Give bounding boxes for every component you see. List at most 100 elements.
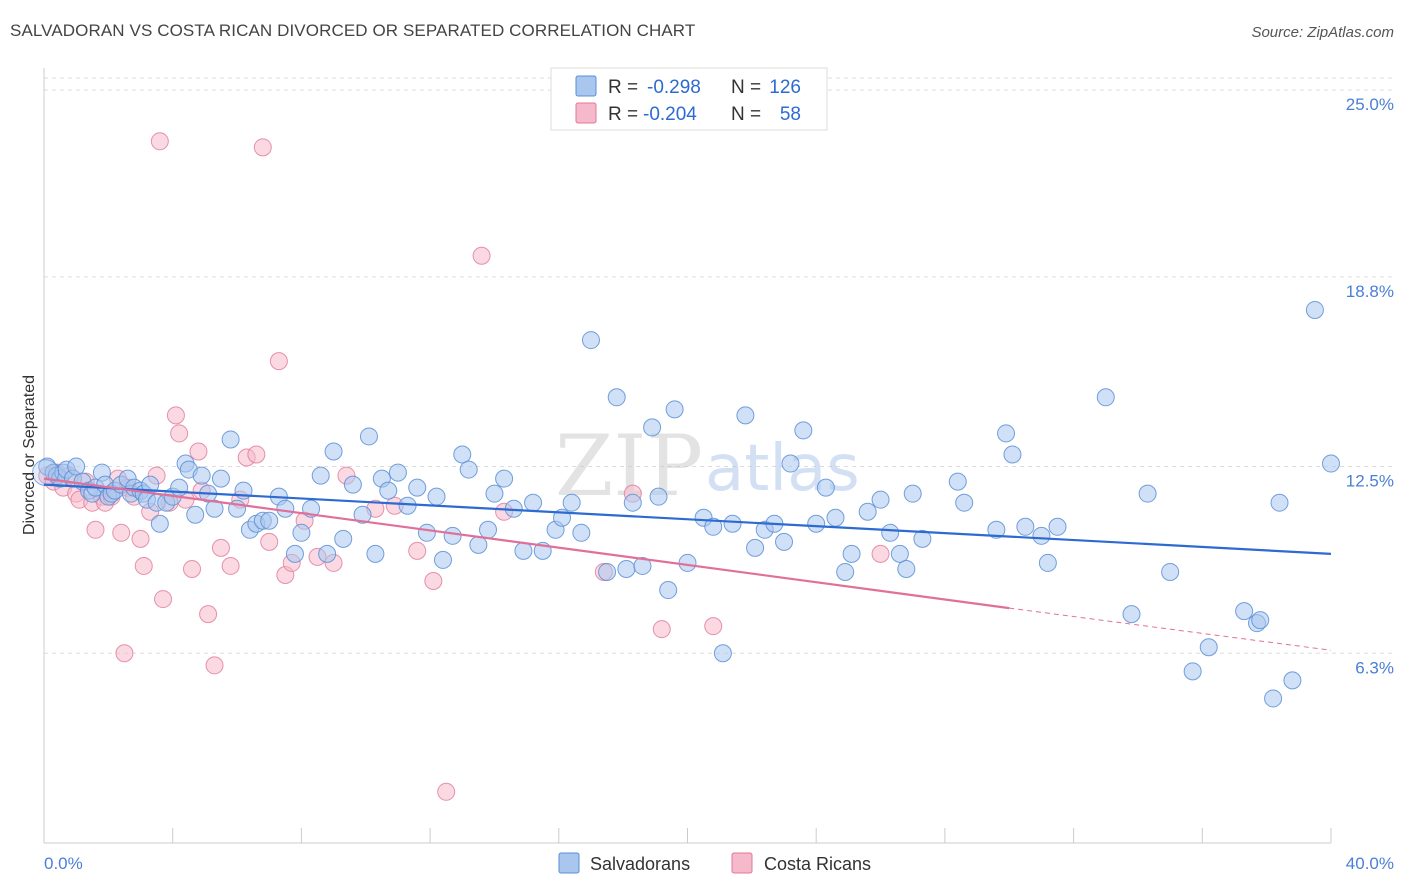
costa-ricans-point xyxy=(472,246,491,265)
salvadorans-point xyxy=(1032,526,1051,545)
salvadorans-point xyxy=(1322,454,1340,473)
watermark: ZIP atlas xyxy=(555,417,860,515)
salvadorans-trend-line xyxy=(43,483,1332,555)
salvadorans-point xyxy=(1199,638,1218,657)
salvadorans-point xyxy=(1048,517,1067,536)
salvadorans-point xyxy=(871,490,890,509)
salvadorans-point xyxy=(678,553,697,572)
y-tick-label: 18.8% xyxy=(1346,282,1394,301)
costa-ricans-point xyxy=(166,406,185,425)
salvadorans-points xyxy=(32,300,1340,708)
salvadorans-point xyxy=(598,562,617,581)
stats-legend: R = -0.298 N = 126 R = -0.204 N = 58 xyxy=(550,67,828,131)
bottom-legend-swatch-costa-ricans xyxy=(731,852,753,874)
salvadorans-point xyxy=(469,535,488,554)
watermark-atlas: atlas xyxy=(705,432,860,506)
costa-ricans-point xyxy=(183,559,202,578)
salvadorans-point xyxy=(311,466,330,485)
salvadorans-point xyxy=(623,493,642,512)
costa-ricans-point xyxy=(221,556,240,575)
salvadorans-point xyxy=(723,514,742,533)
salvadorans-point xyxy=(1251,611,1270,630)
salvadorans-point xyxy=(913,529,932,548)
salvadorans-point xyxy=(649,487,668,506)
costa-ricans-point xyxy=(115,644,134,663)
salvadorans-point xyxy=(379,481,398,500)
costa-ricans-point xyxy=(260,532,279,551)
costa-ricans-point xyxy=(269,352,288,371)
salvadorans-point xyxy=(186,505,205,524)
salvadorans-point xyxy=(1305,300,1324,319)
legend-n-label-1: N = xyxy=(731,77,761,98)
salvadorans-point xyxy=(211,469,230,488)
costa-ricans-point xyxy=(437,782,456,801)
salvadorans-swatch xyxy=(575,75,597,97)
salvadorans-point xyxy=(643,418,662,437)
costa-ricans-point xyxy=(211,538,230,557)
chart-title: SALVADORAN VS COSTA RICAN DIVORCED OR SE… xyxy=(10,21,696,40)
salvadorans-point xyxy=(948,472,967,491)
salvadorans-point xyxy=(1038,553,1057,572)
salvadorans-point xyxy=(1122,605,1141,624)
salvadorans-point xyxy=(398,496,417,515)
salvadorans-point xyxy=(736,406,755,425)
salvadorans-point xyxy=(1283,671,1302,690)
costa-ricans-point xyxy=(704,617,723,636)
salvadorans-point xyxy=(1235,602,1254,621)
salvadorans-point xyxy=(713,644,732,663)
costa-ricans-swatch xyxy=(575,102,597,124)
costa-ricans-point xyxy=(131,529,150,548)
y-tick-label: 6.3% xyxy=(1355,658,1394,677)
salvadorans-point xyxy=(453,445,472,464)
salvadorans-point xyxy=(562,493,581,512)
salvadorans-point xyxy=(903,484,922,503)
costa-ricans-point xyxy=(112,523,131,542)
y-axis-label: Divorced or Separated xyxy=(21,375,38,535)
salvadorans-point xyxy=(388,463,407,482)
source-label: Source: ZipAtlas.com xyxy=(1251,24,1394,41)
salvadorans-point xyxy=(775,532,794,551)
salvadorans-point xyxy=(704,517,723,536)
legend-r-label-2: R = xyxy=(608,104,638,125)
legend-r-value-2: -0.204 xyxy=(643,104,697,125)
salvadorans-point xyxy=(881,523,900,542)
legend-r-value-1: -0.298 xyxy=(647,77,701,98)
salvadorans-point xyxy=(67,457,86,476)
salvadorans-point xyxy=(1096,388,1115,407)
costa-ricans-point xyxy=(652,620,671,639)
salvadorans-point xyxy=(781,454,800,473)
salvadorans-point xyxy=(987,520,1006,539)
costa-ricans-point xyxy=(424,571,443,590)
salvadorans-point xyxy=(1264,689,1283,708)
salvadorans-point xyxy=(633,556,652,575)
legend-n-value-2: 58 xyxy=(780,104,801,125)
salvadorans-point xyxy=(746,538,765,557)
salvadorans-point xyxy=(408,478,427,497)
salvadorans-point xyxy=(1016,517,1035,536)
salvadorans-point xyxy=(285,544,304,563)
salvadorans-point xyxy=(417,523,436,542)
salvadorans-point xyxy=(459,460,478,479)
salvadorans-point xyxy=(794,421,813,440)
salvadorans-point xyxy=(205,499,224,518)
salvadorans-point xyxy=(836,562,855,581)
salvadorans-point xyxy=(495,469,514,488)
legend-n-value-1: 126 xyxy=(769,77,801,98)
salvadorans-point xyxy=(1161,562,1180,581)
costa-ricans-point xyxy=(86,520,105,539)
salvadorans-point xyxy=(897,559,916,578)
salvadorans-point xyxy=(807,514,826,533)
salvadorans-point xyxy=(170,478,189,497)
salvadorans-point xyxy=(276,499,295,518)
salvadorans-point xyxy=(1003,445,1022,464)
salvadorans-point xyxy=(617,559,636,578)
trend-lines xyxy=(43,477,1332,651)
salvadorans-point xyxy=(292,523,311,542)
salvadorans-point xyxy=(353,505,372,524)
costa-ricans-point xyxy=(170,424,189,443)
salvadorans-point xyxy=(826,508,845,527)
salvadorans-point xyxy=(260,511,279,530)
salvadorans-point xyxy=(150,514,169,533)
salvadorans-point xyxy=(514,541,533,560)
costa-ricans-point xyxy=(199,605,218,624)
